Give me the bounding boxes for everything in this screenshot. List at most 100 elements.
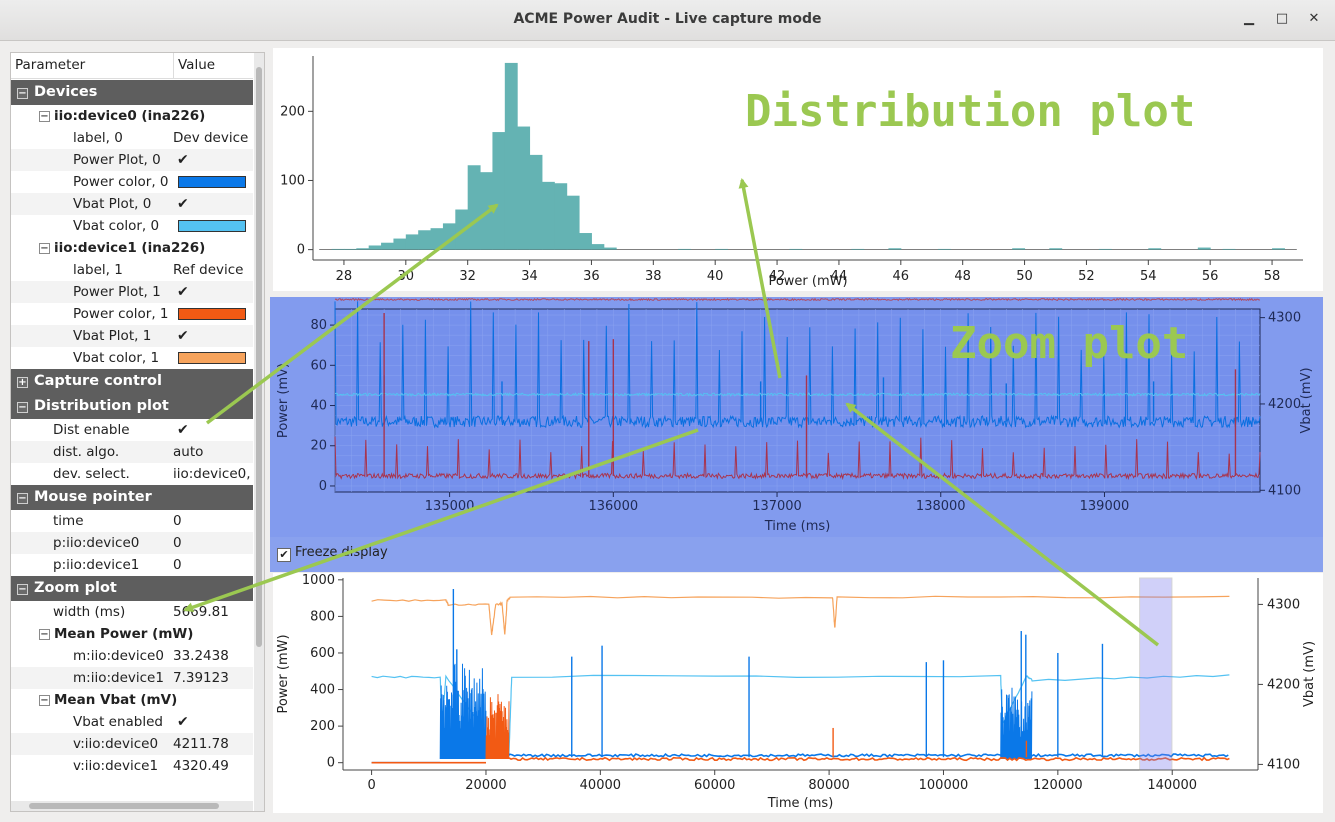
tree-row-mean-vbat-mv-[interactable]: − Mean Vbat (mV) xyxy=(11,689,253,711)
tree-row-vbat-color-1[interactable]: Vbat color, 1 xyxy=(11,347,253,369)
tree-key: Zoom plot xyxy=(34,580,117,596)
tree-row-dist-enable[interactable]: Dist enable ✔ xyxy=(11,419,253,441)
checkbox-checked-icon[interactable]: ✔ xyxy=(177,328,189,344)
tree-row-vbat-plot-0[interactable]: Vbat Plot, 0 ✔ xyxy=(11,193,253,215)
tree-row-power-color-1[interactable]: Power color, 1 xyxy=(11,303,253,325)
tree-row-label-1[interactable]: label, 1 Ref device xyxy=(11,259,253,281)
tree-row-power-color-0[interactable]: Power color, 0 xyxy=(11,171,253,193)
histogram-bar xyxy=(343,248,357,250)
vertical-scroll-thumb[interactable] xyxy=(256,67,262,647)
collapse-icon[interactable]: − xyxy=(17,87,28,99)
tree-value[interactable]: Dev device xyxy=(173,130,249,146)
tree-row-iio-device0-ina226-[interactable]: − iio:device0 (ina226) xyxy=(11,105,253,127)
histogram-bar xyxy=(418,230,432,250)
x-tick-label: 120000 xyxy=(1033,778,1083,793)
tree-row-vbat-color-0[interactable]: Vbat color, 0 xyxy=(11,215,253,237)
color-swatch[interactable] xyxy=(178,176,246,188)
color-swatch[interactable] xyxy=(178,352,246,364)
tree-value[interactable]: 4211.78 xyxy=(173,736,229,752)
y-axis-label: Power (mV) xyxy=(276,363,291,438)
tree-value[interactable]: 0 xyxy=(173,535,182,551)
tree-row-distribution-plot[interactable]: − Distribution plot xyxy=(11,394,253,419)
checkbox-checked-icon[interactable]: ✔ xyxy=(177,422,189,438)
tree-row-time[interactable]: time 0 xyxy=(11,510,253,532)
tree-row-vbat-plot-1[interactable]: Vbat Plot, 1 ✔ xyxy=(11,325,253,347)
collapse-icon[interactable]: − xyxy=(39,629,50,640)
tree-row-p-iio-device0[interactable]: p:iio:device0 0 xyxy=(11,532,253,554)
collapse-icon[interactable]: − xyxy=(39,695,50,706)
overview-plot-panel[interactable]: 0 20000 40000 60000 80000 100000 120000 140000 0… xyxy=(273,573,1323,813)
close-icon[interactable]: ✕ xyxy=(1308,11,1320,26)
tree-row-mouse-pointer[interactable]: − Mouse pointer xyxy=(11,485,253,510)
tree-key: v:iio:device1 xyxy=(73,758,159,774)
freeze-display-label: Freeze display xyxy=(295,545,388,560)
overview-chart[interactable]: 0 20000 40000 60000 80000 100000 120000 140000 0… xyxy=(273,573,1323,813)
column-header-parameter[interactable]: Parameter xyxy=(15,57,86,73)
x-tick-label: 52 xyxy=(1078,269,1095,284)
tree-row-devices[interactable]: − Devices xyxy=(11,80,253,105)
histogram-bar xyxy=(1148,248,1162,250)
column-header-value[interactable]: Value xyxy=(173,53,215,78)
tree-row-dist-algo-[interactable]: dist. algo. auto xyxy=(11,441,253,463)
x-tick-label: 46 xyxy=(893,269,910,284)
vertical-scrollbar[interactable] xyxy=(254,53,264,811)
minimize-icon[interactable]: ▁ xyxy=(1244,11,1254,26)
tree-value[interactable]: auto xyxy=(173,444,204,460)
tree-row-p-iio-device1[interactable]: p:iio:device1 0 xyxy=(11,554,253,576)
tree-row-width-ms-[interactable]: width (ms) 5669.81 xyxy=(11,601,253,623)
tree-value[interactable]: 4320.49 xyxy=(173,758,229,774)
distribution-plot-panel[interactable]: 28 30 32 34 36 38 40 42 44 46 48 50 52 54 56 58 0 100 200 P… xyxy=(273,48,1323,291)
tree-row-vbat-enabled[interactable]: Vbat enabled ✔ xyxy=(11,711,253,733)
tree-row-label-0[interactable]: label, 0 Dev device xyxy=(11,127,253,149)
collapse-icon[interactable]: − xyxy=(17,492,28,504)
color-swatch[interactable] xyxy=(178,220,246,232)
collapse-icon[interactable]: − xyxy=(17,401,28,413)
tree-row-iio-device1-ina226-[interactable]: − iio:device1 (ina226) xyxy=(11,237,253,259)
tree-row-v-iio-device1[interactable]: v:iio:device1 4320.49 xyxy=(11,755,253,777)
color-swatch[interactable] xyxy=(178,308,246,320)
collapse-icon[interactable]: − xyxy=(17,583,28,595)
tree-value[interactable]: 0 xyxy=(173,557,182,573)
x-axis-label: Time (ms) xyxy=(767,796,834,811)
maximize-icon[interactable]: □ xyxy=(1275,11,1289,26)
x-tick-label: 40000 xyxy=(580,778,621,793)
expand-icon[interactable]: + xyxy=(17,376,28,388)
parameter-tree[interactable]: Parameter Value − Devices − iio:device0 (in… xyxy=(10,52,265,812)
tree-value[interactable]: 0 xyxy=(173,513,182,529)
freeze-checkbox-box[interactable]: ✔ xyxy=(277,548,291,562)
overview-power-burst xyxy=(439,663,487,760)
y2-tick-label: 4200 xyxy=(1268,397,1301,412)
distribution-chart[interactable]: 28 30 32 34 36 38 40 42 44 46 48 50 52 54 56 580100200P… xyxy=(273,48,1323,291)
tree-row-capture-control[interactable]: + Capture control xyxy=(11,369,253,394)
checkbox-checked-icon[interactable]: ✔ xyxy=(177,284,189,300)
y2-tick-label: 4100 xyxy=(1268,483,1301,498)
tree-row-dev-select-[interactable]: dev. select. iio:device0, p xyxy=(11,463,263,485)
freeze-display-checkbox[interactable]: ✔ Freeze display xyxy=(277,545,388,562)
y-tick-label: 200 xyxy=(310,719,335,734)
tree-value[interactable]: Ref device xyxy=(173,262,244,278)
tree-value[interactable]: iio:device0, p xyxy=(173,466,264,482)
tree-row-power-plot-0[interactable]: Power Plot, 0 ✔ xyxy=(11,149,253,171)
tree-row-power-plot-1[interactable]: Power Plot, 1 ✔ xyxy=(11,281,253,303)
tree-value[interactable]: 33.2438 xyxy=(173,648,229,664)
checkbox-checked-icon[interactable]: ✔ xyxy=(177,714,189,730)
tree-row-m-iio-device0[interactable]: m:iio:device0 33.2438 xyxy=(11,645,253,667)
y-tick-label: 1000 xyxy=(302,573,335,588)
tree-row-v-iio-device0[interactable]: v:iio:device0 4211.78 xyxy=(11,733,253,755)
horizontal-scrollbar[interactable] xyxy=(11,801,253,811)
collapse-icon[interactable]: − xyxy=(39,243,50,254)
horizontal-scroll-thumb[interactable] xyxy=(29,803,219,809)
tree-row-m-iio-device1[interactable]: m:iio:device1 7.39123 xyxy=(11,667,253,689)
x-tick-label: 135000 xyxy=(425,499,475,514)
collapse-icon[interactable]: − xyxy=(39,111,50,122)
x-axis-label: Time (ms) xyxy=(764,519,831,534)
tree-key: m:iio:device1 xyxy=(73,670,164,686)
histogram-bar xyxy=(405,234,419,250)
checkbox-checked-icon[interactable]: ✔ xyxy=(177,152,189,168)
checkbox-checked-icon[interactable]: ✔ xyxy=(177,196,189,212)
tree-value[interactable]: 5669.81 xyxy=(173,604,229,620)
tree-row-mean-power-mw-[interactable]: − Mean Power (mW) xyxy=(11,623,253,645)
tree-value[interactable]: 7.39123 xyxy=(173,670,229,686)
x-axis-label: Power (mW) xyxy=(768,274,847,289)
tree-row-zoom-plot[interactable]: − Zoom plot xyxy=(11,576,253,601)
